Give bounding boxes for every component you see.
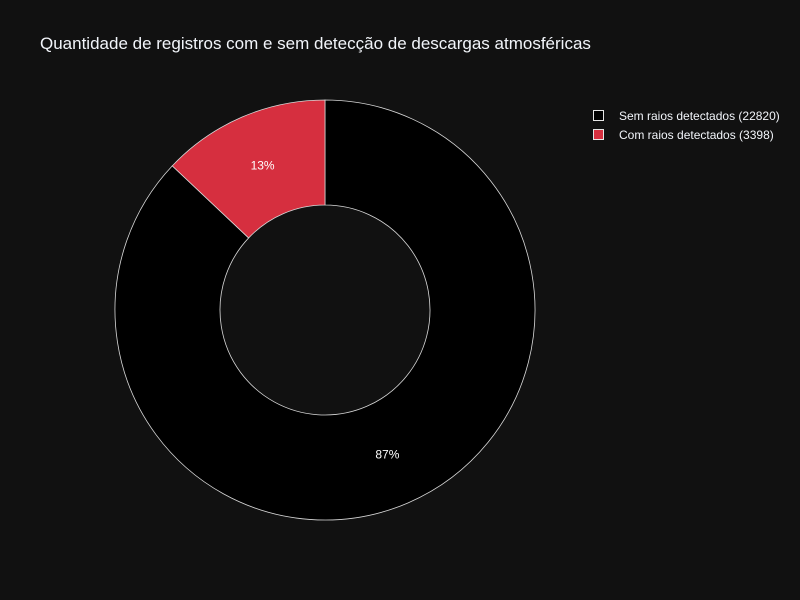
donut-slice-com-raios[interactable]	[171, 99, 326, 239]
legend-item-sem-raios[interactable]: Sem raios detectados (22820)	[593, 106, 780, 125]
legend: Sem raios detectados (22820) Com raios d…	[593, 106, 780, 144]
slice-label-sem-raios: 87%	[375, 448, 399, 462]
slice-label-com-raios: 13%	[251, 158, 275, 172]
donut-slice-sem-raios[interactable]	[114, 99, 536, 521]
legend-swatch-sem-raios	[593, 110, 604, 121]
legend-label-sem-raios: Sem raios detectados (22820)	[619, 108, 780, 123]
donut-slice-labels: 87% 13%	[251, 158, 400, 461]
legend-item-com-raios[interactable]: Com raios detectados (3398)	[593, 125, 780, 144]
legend-swatch-com-raios	[593, 129, 604, 140]
donut-slices	[114, 99, 536, 521]
legend-label-com-raios: Com raios detectados (3398)	[619, 127, 774, 142]
chart-title: Quantidade de registros com e sem detecç…	[40, 34, 591, 53]
